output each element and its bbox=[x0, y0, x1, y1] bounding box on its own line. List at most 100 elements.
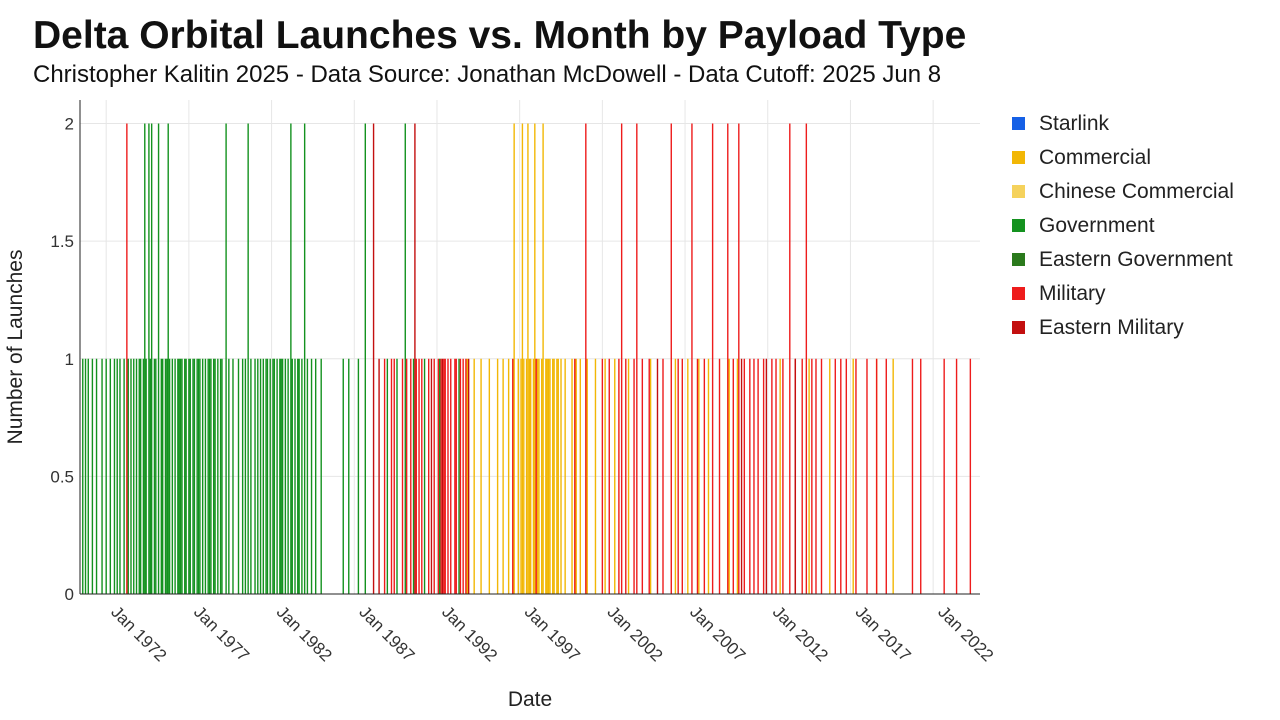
bar-commercial bbox=[579, 358, 582, 594]
bar-government bbox=[241, 358, 244, 594]
bar-military bbox=[443, 358, 445, 594]
bar-government bbox=[192, 358, 194, 594]
bar-military bbox=[427, 358, 430, 594]
bar-military bbox=[711, 123, 714, 595]
y-tick-label: 2 bbox=[65, 115, 74, 134]
bar-military bbox=[415, 358, 417, 594]
bar-government bbox=[199, 358, 201, 594]
bar-military bbox=[955, 358, 958, 594]
x-tick-label: Jan 2002 bbox=[604, 602, 667, 665]
bar-military bbox=[454, 358, 456, 594]
bar-government bbox=[214, 358, 216, 594]
bar-commercial bbox=[556, 358, 558, 594]
bar-government bbox=[139, 358, 142, 594]
bar-commercial bbox=[546, 358, 548, 594]
bar-military bbox=[820, 358, 823, 594]
bar-military bbox=[753, 358, 755, 594]
bar-commercial bbox=[698, 358, 700, 594]
bar-military bbox=[648, 358, 650, 594]
bar-government bbox=[116, 358, 118, 594]
bar-military bbox=[608, 358, 610, 594]
bar-government bbox=[193, 358, 196, 594]
bar-commercial bbox=[649, 358, 652, 594]
bar-government bbox=[168, 358, 171, 594]
bar-government bbox=[177, 358, 179, 594]
bar-commercial bbox=[523, 358, 525, 594]
bar-military bbox=[789, 123, 791, 595]
bar-government bbox=[178, 358, 180, 594]
bar-government bbox=[160, 358, 163, 594]
bar-government bbox=[348, 358, 350, 594]
bar-commercial bbox=[502, 358, 504, 594]
bar-military bbox=[757, 358, 759, 594]
bar-eastern-military bbox=[430, 358, 433, 594]
bar-military bbox=[390, 358, 393, 594]
bar-military bbox=[670, 123, 672, 595]
bar-military bbox=[618, 358, 620, 594]
legend-label: Eastern Military bbox=[1039, 316, 1184, 339]
bar-government bbox=[217, 358, 219, 594]
bar-commercial bbox=[892, 358, 894, 594]
bar-government bbox=[82, 358, 84, 594]
bar-military bbox=[845, 358, 848, 594]
legend-label: Military bbox=[1039, 282, 1106, 305]
x-axis-title: Date bbox=[508, 688, 552, 711]
bar-commercial bbox=[521, 123, 524, 595]
bar-military bbox=[743, 358, 746, 594]
bar-military bbox=[444, 358, 446, 594]
bar-government bbox=[197, 358, 200, 594]
bar-military bbox=[601, 358, 604, 594]
legend-swatch bbox=[1012, 287, 1025, 300]
bar-series bbox=[82, 123, 972, 595]
chart-subtitle: Christopher Kalitin 2025 - Data Source: … bbox=[33, 61, 942, 88]
bar-eastern-military bbox=[414, 123, 416, 595]
bar-military bbox=[943, 358, 945, 594]
bar-military bbox=[433, 358, 435, 594]
bar-government bbox=[157, 123, 160, 595]
bar-government bbox=[101, 358, 103, 594]
bar-commercial bbox=[549, 358, 551, 594]
bar-military bbox=[855, 358, 857, 594]
bar-military bbox=[383, 358, 386, 594]
bar-military bbox=[782, 358, 784, 594]
bar-commercial bbox=[527, 123, 529, 595]
bar-military bbox=[771, 358, 773, 594]
legend-swatch bbox=[1012, 253, 1025, 266]
bar-government bbox=[281, 358, 284, 594]
legend-label: Eastern Government bbox=[1039, 248, 1233, 271]
bar-government bbox=[148, 123, 150, 595]
bar-government bbox=[237, 358, 240, 594]
bar-commercial bbox=[517, 358, 519, 594]
legend-label: Government bbox=[1039, 214, 1155, 237]
bar-commercial bbox=[507, 358, 510, 594]
legend-swatch bbox=[1012, 321, 1025, 334]
x-tick-label: Jan 1992 bbox=[438, 602, 501, 665]
bar-commercial bbox=[553, 358, 555, 594]
bar-military bbox=[455, 358, 457, 594]
bar-military bbox=[585, 123, 587, 595]
bar-government bbox=[259, 358, 262, 594]
bar-government bbox=[142, 358, 145, 594]
bar-military bbox=[805, 123, 808, 595]
bar-military bbox=[636, 123, 638, 595]
bar-government bbox=[144, 123, 146, 595]
x-tick-label: Jan 2007 bbox=[686, 602, 749, 665]
bar-government bbox=[164, 358, 167, 594]
bar-military bbox=[633, 358, 635, 594]
bar-government bbox=[185, 358, 187, 594]
legend-label: Chinese Commercial bbox=[1039, 180, 1234, 203]
bar-military bbox=[535, 358, 537, 594]
x-tick-label: Jan 1972 bbox=[107, 602, 170, 665]
bar-military bbox=[762, 358, 765, 594]
bar-government bbox=[208, 358, 211, 594]
bar-government bbox=[91, 358, 94, 594]
bar-military bbox=[811, 358, 813, 594]
bar-military bbox=[969, 358, 972, 594]
y-axis-title: Number of Launches bbox=[4, 250, 27, 445]
x-tick-label: Jan 2022 bbox=[934, 602, 997, 665]
bar-government bbox=[280, 358, 282, 594]
bar-commercial bbox=[674, 358, 677, 594]
bar-government bbox=[150, 123, 153, 595]
y-tick-label: 0.5 bbox=[50, 467, 74, 486]
legend-swatch bbox=[1012, 117, 1025, 130]
